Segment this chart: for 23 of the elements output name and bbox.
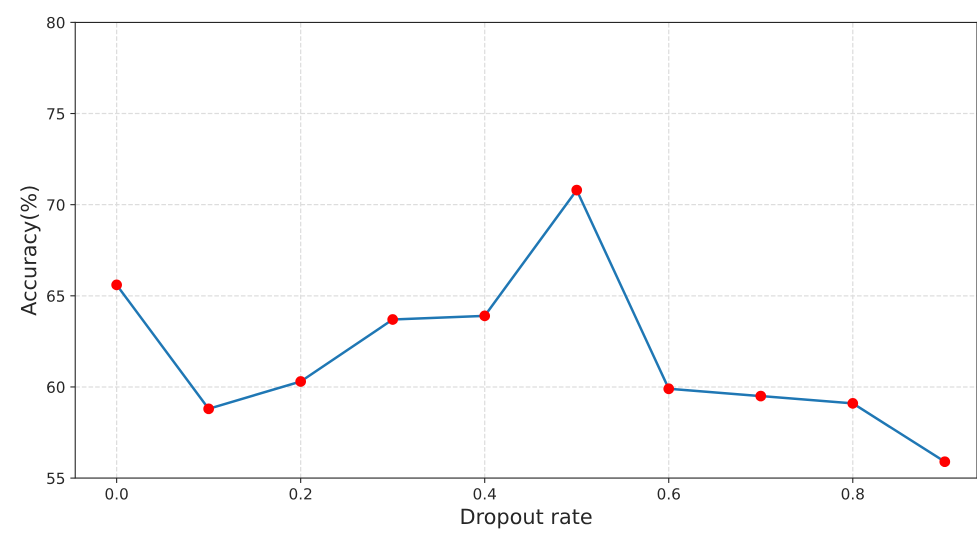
point [939,456,950,468]
point [847,398,858,409]
y-tick-label: 75 [47,108,64,120]
y-axis-title: Accuracy(%) [20,186,41,316]
point [295,376,306,387]
x-tick-label: 0.2 [290,488,312,500]
y-tick-label: 65 [47,290,64,302]
point [111,280,122,290]
y-tick-label: 60 [47,381,64,393]
point [387,314,398,325]
x-tick-label: 0.0 [105,488,128,500]
point [203,403,214,414]
point [755,390,766,402]
point [571,184,582,196]
y-tick-label: 55 [47,472,64,484]
y-tick-label: 80 [47,16,64,28]
x-tick-label: 0.6 [658,488,680,500]
point [663,383,674,394]
x-tick-label: 0.8 [842,488,864,500]
y-tick-label: 70 [47,199,64,211]
point [479,310,490,322]
x-axis-title: Dropout rate [462,508,592,528]
x-tick-label: 0.4 [474,488,496,500]
